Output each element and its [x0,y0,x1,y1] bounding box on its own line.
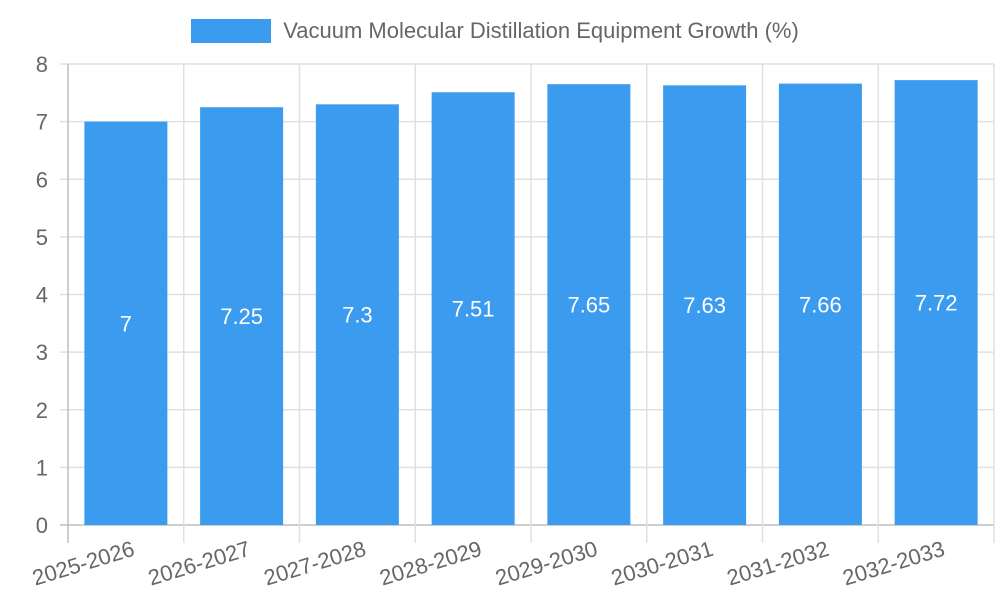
x-tick-label: 2029-2030 [492,536,600,591]
y-tick-label: 0 [36,513,48,538]
x-tick-label: 2032-2033 [840,536,948,591]
bar-value-label: 7 [120,311,132,336]
y-tick-label: 1 [36,455,48,480]
y-tick-label: 5 [36,225,48,250]
bar-value-label: 7.72 [915,291,958,316]
bar-value-label: 7.51 [452,297,495,322]
bar-value-label: 7.25 [220,304,263,329]
y-tick-label: 7 [36,110,48,135]
bar-value-label: 7.66 [799,292,842,317]
bar[interactable] [663,85,747,525]
legend-swatch[interactable] [191,19,272,43]
y-tick-label: 6 [36,167,48,192]
bar[interactable] [778,83,862,525]
bar[interactable] [547,84,631,525]
x-tick-label: 2028-2029 [377,536,485,591]
x-tick-label: 2030-2031 [608,536,716,591]
bar[interactable] [84,121,168,525]
y-tick-label: 3 [36,340,48,365]
bar-value-label: 7.3 [342,303,373,328]
bar-value-label: 7.63 [683,293,726,318]
bar[interactable] [200,107,284,525]
y-tick-label: 4 [36,283,48,308]
y-tick-label: 2 [36,398,48,423]
y-tick-label: 8 [36,52,48,77]
bar[interactable] [315,104,399,526]
legend-label[interactable]: Vacuum Molecular Distillation Equipment … [283,18,799,43]
bar[interactable] [894,80,978,525]
bar-value-label: 7.65 [567,293,610,318]
x-tick-label: 2031-2032 [724,536,832,591]
x-tick-label: 2025-2026 [29,536,137,591]
bar[interactable] [431,92,515,525]
chart-legend: Vacuum Molecular Distillation Equipment … [0,18,1000,44]
x-tick-label: 2026-2027 [145,536,253,591]
x-tick-label: 2027-2028 [261,536,369,591]
